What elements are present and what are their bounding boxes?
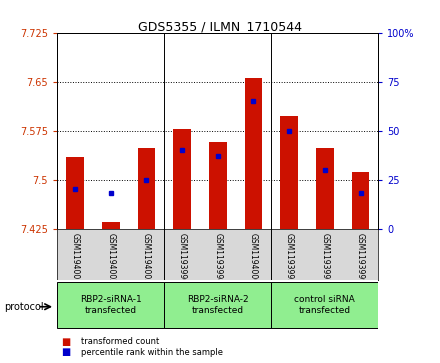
Bar: [57, 282, 164, 328]
Text: GDS5355 / ILMN_1710544: GDS5355 / ILMN_1710544: [138, 20, 302, 33]
Bar: [173, 129, 191, 229]
Text: ■: ■: [62, 337, 71, 347]
Text: ■: ■: [62, 347, 71, 357]
Bar: [271, 282, 378, 328]
Bar: [352, 172, 370, 229]
Text: GSM1193998: GSM1193998: [213, 233, 222, 284]
Text: GSM1194002: GSM1194002: [106, 233, 115, 284]
Text: GSM1194003: GSM1194003: [142, 233, 151, 284]
Bar: [316, 148, 334, 229]
Text: control siRNA
transfected: control siRNA transfected: [294, 295, 355, 315]
Text: percentile rank within the sample: percentile rank within the sample: [81, 348, 224, 356]
Text: protocol: protocol: [4, 302, 44, 312]
Bar: [245, 78, 262, 229]
Bar: [164, 282, 271, 328]
Text: GSM1194000: GSM1194000: [249, 233, 258, 284]
Bar: [280, 116, 298, 229]
Text: GSM1194001: GSM1194001: [70, 233, 80, 284]
Bar: [66, 157, 84, 229]
Text: GSM1193995: GSM1193995: [285, 233, 293, 284]
Bar: [209, 142, 227, 229]
Text: GSM1193997: GSM1193997: [320, 233, 330, 284]
Text: RBP2-siRNA-2
transfected: RBP2-siRNA-2 transfected: [187, 295, 249, 315]
Bar: [138, 148, 155, 229]
Text: GSM1193999: GSM1193999: [356, 233, 365, 284]
Bar: [102, 222, 120, 229]
Text: RBP2-siRNA-1
transfected: RBP2-siRNA-1 transfected: [80, 295, 142, 315]
Text: transformed count: transformed count: [81, 338, 160, 346]
Text: GSM1193996: GSM1193996: [178, 233, 187, 284]
